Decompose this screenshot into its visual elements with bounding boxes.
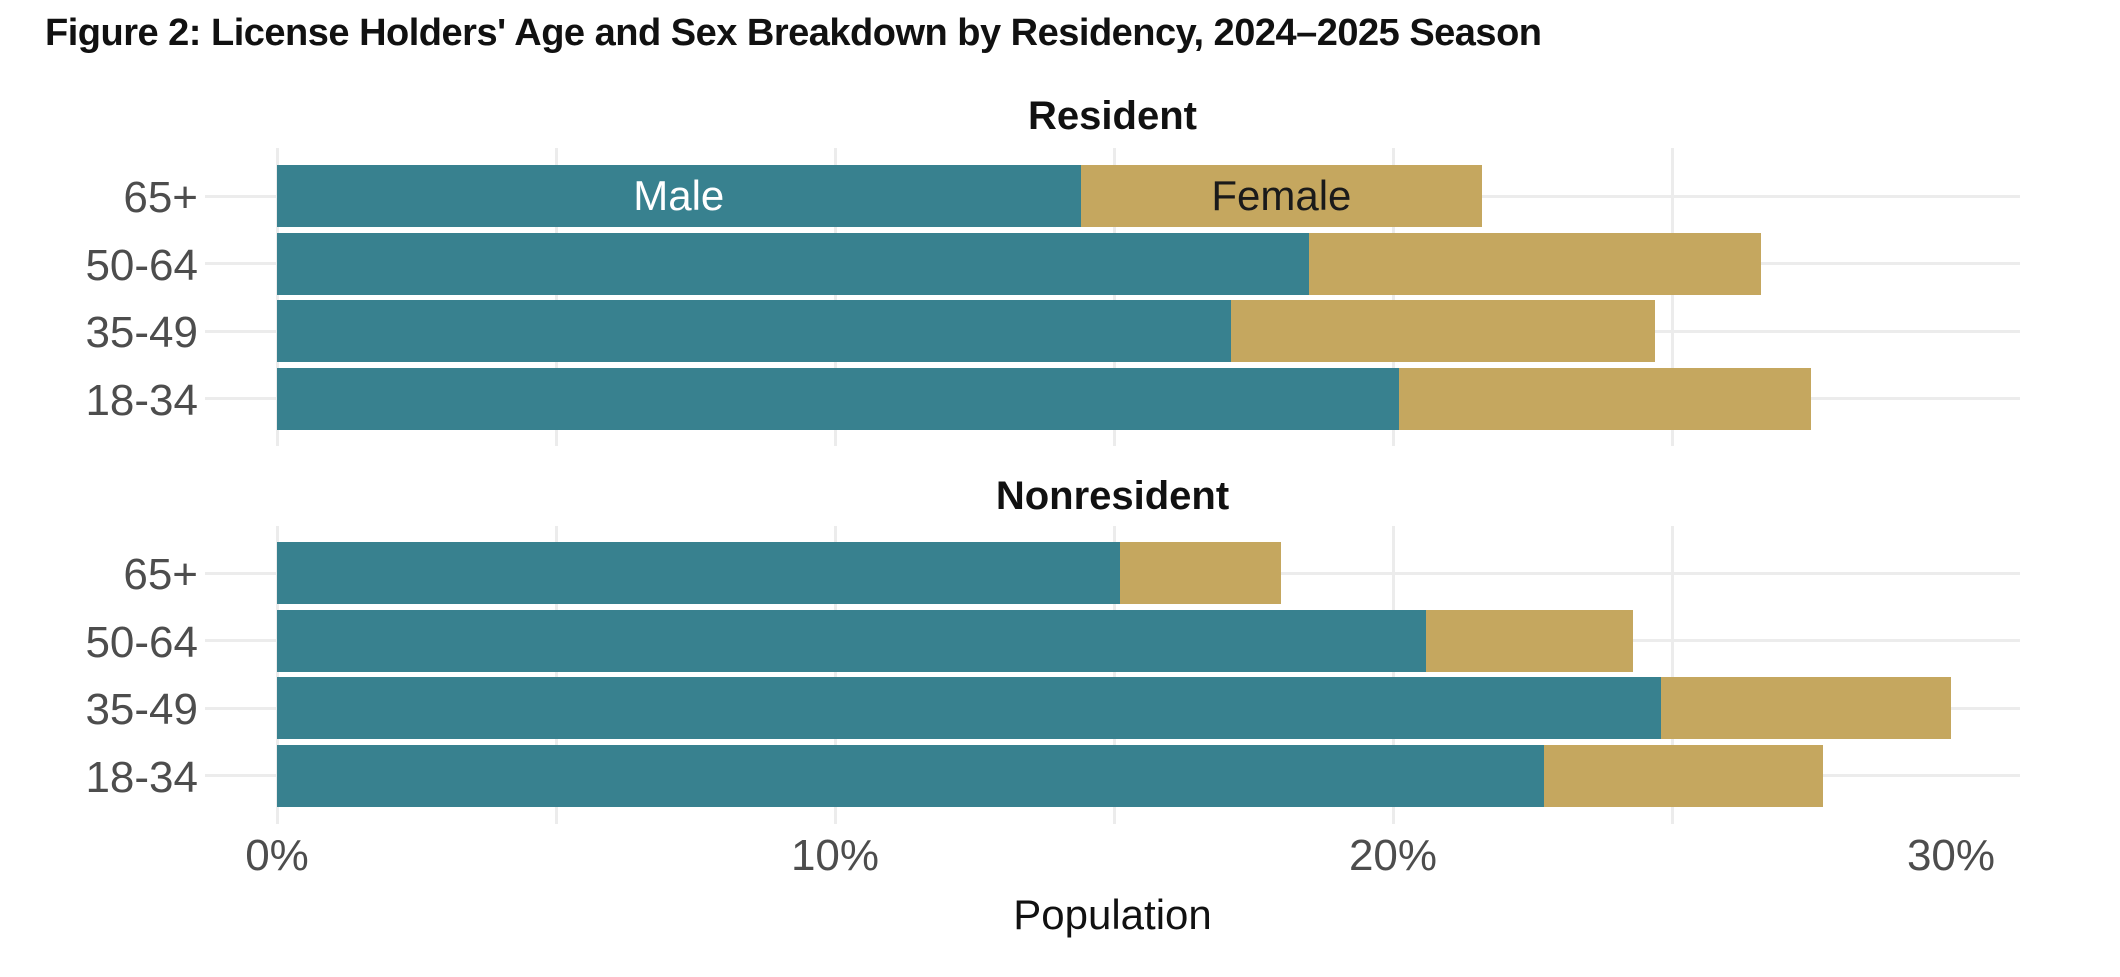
panel-resident: Male Female bbox=[205, 148, 2020, 446]
gridline-vertical bbox=[1392, 526, 1395, 824]
bar-male-segment bbox=[277, 609, 1427, 672]
gridline-vertical bbox=[555, 526, 558, 824]
bar-female-segment bbox=[1119, 542, 1282, 604]
gridline-vertical bbox=[276, 526, 279, 824]
bar-male-segment bbox=[277, 367, 1399, 430]
bar-female-segment bbox=[1660, 677, 1951, 739]
facet-title-nonresident: Nonresident bbox=[995, 474, 1230, 518]
panel-nonresident bbox=[205, 526, 2020, 824]
bar-female-segment bbox=[1426, 609, 1633, 672]
gridline-vertical bbox=[1671, 526, 1674, 824]
bar-male-segment bbox=[277, 677, 1661, 739]
gridline-vertical bbox=[276, 148, 279, 446]
x-axis-tick-label: 0% bbox=[245, 831, 309, 880]
y-axis-label: 65+ bbox=[123, 550, 198, 599]
x-axis-title: Population bbox=[1013, 891, 1212, 938]
bar-male-segment bbox=[277, 542, 1120, 604]
bar-female-segment bbox=[1543, 744, 1823, 807]
bar-female-segment bbox=[1309, 232, 1762, 295]
bar-male-segment bbox=[277, 744, 1544, 807]
female-series-label: Female bbox=[1211, 172, 1352, 219]
y-axis-label: 65+ bbox=[123, 173, 198, 222]
gridline-vertical bbox=[1113, 526, 1116, 824]
bar-male-segment bbox=[277, 165, 1081, 227]
x-axis-tick-label: 30% bbox=[1906, 831, 1996, 880]
gridline-vertical bbox=[834, 526, 837, 824]
y-axis-label: 18-34 bbox=[85, 375, 198, 425]
bar-female-segment bbox=[1231, 300, 1656, 362]
x-axis-tick-label: 20% bbox=[1348, 831, 1438, 880]
y-axis-label: 35-49 bbox=[85, 685, 198, 734]
x-axis-tick-label: 10% bbox=[790, 831, 880, 880]
gridline-vertical bbox=[555, 148, 558, 446]
facet-title-resident: Resident bbox=[1028, 94, 1197, 138]
y-axis-label: 50-64 bbox=[85, 617, 198, 667]
figure-title: Figure 2: License Holders' Age and Sex B… bbox=[45, 12, 1542, 54]
bar-male-segment bbox=[277, 300, 1232, 362]
bar-male-segment bbox=[277, 232, 1310, 295]
y-axis-label: 50-64 bbox=[85, 240, 198, 290]
male-series-label: Male bbox=[633, 172, 725, 219]
y-axis-label: 18-34 bbox=[85, 752, 198, 802]
gridline-vertical bbox=[834, 148, 837, 446]
gridline-vertical bbox=[1392, 148, 1395, 446]
y-axis-label: 35-49 bbox=[85, 308, 198, 357]
bar-female-segment bbox=[1080, 165, 1483, 227]
gridline-vertical bbox=[1113, 148, 1116, 446]
bar-female-segment bbox=[1398, 367, 1812, 430]
gridline-vertical bbox=[1671, 148, 1674, 446]
